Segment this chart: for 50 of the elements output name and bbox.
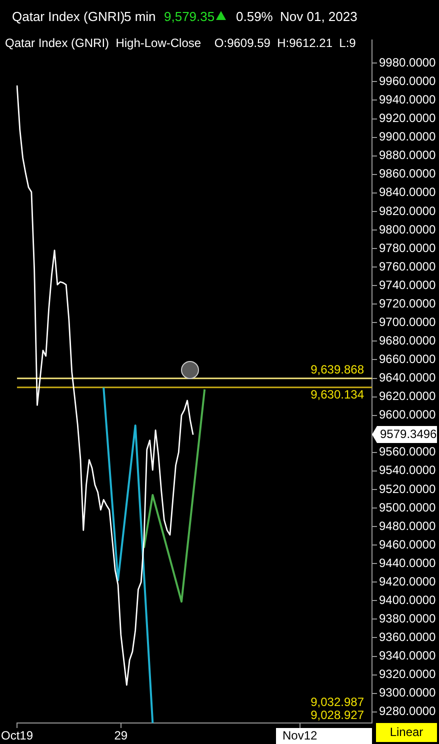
y-tick-label: 9440.0000 <box>379 556 436 570</box>
y-tick-label: 9380.0000 <box>379 612 436 626</box>
y-tick-label: 9880.0000 <box>379 148 436 162</box>
y-tick-label: 9520.0000 <box>379 482 436 496</box>
y-tick-label: 9400.0000 <box>379 592 436 607</box>
price-tag: 9579.3496 <box>372 426 437 443</box>
y-tick-label: 9800.0000 <box>379 222 436 236</box>
y-tick-label: 9900.0000 <box>379 130 436 144</box>
y-tick-label: 9480.0000 <box>379 518 436 533</box>
y-tick-label: 9860.0000 <box>379 166 436 181</box>
y-tick-label: 9300.0000 <box>379 686 436 700</box>
y-tick-label: 9620.0000 <box>379 389 436 404</box>
y-tick-label: 9920.0000 <box>379 111 436 126</box>
y-tick-label: 9780.0000 <box>379 240 436 255</box>
y-tick-label: 9840.0000 <box>379 185 436 200</box>
y-tick-label: 9700.0000 <box>379 314 436 329</box>
y-tick-label: 9660.0000 <box>379 352 436 366</box>
y-tick-label: 9680.0000 <box>379 334 436 348</box>
y-tick-label: 9500.0000 <box>379 500 436 514</box>
text: 5 min <box>124 9 156 24</box>
y-tick-label: 9280.0000 <box>379 704 436 718</box>
y-tick-label: 9420.0000 <box>379 574 436 588</box>
y-tick-label: 9600.0000 <box>379 408 436 422</box>
text: 0.59% <box>236 9 273 24</box>
y-tick-label: 9360.0000 <box>379 630 436 644</box>
x-tick-label: Nov12 <box>282 728 318 743</box>
y-tick-label: 9640.0000 <box>379 370 436 385</box>
y-tick-label: 9960.0000 <box>379 74 436 88</box>
text: 9,579.35 <box>164 9 215 24</box>
y-tick-label: 9320.0000 <box>379 667 436 682</box>
annotation: 9,028.927 <box>310 708 364 722</box>
y-tick-label: 9340.0000 <box>379 648 436 663</box>
y-tick-label: 9820.0000 <box>379 204 436 218</box>
x-tick-label: Oct19 <box>1 728 34 743</box>
annotation: 9,032.987 <box>310 695 364 709</box>
y-tick-label: 9560.0000 <box>379 444 436 459</box>
chart-subtitle: Qatar Index (GNRI) High-Low-Close O:9609.59 H:9612.21 L:9 <box>5 36 356 50</box>
y-tick-label: 9540.0000 <box>379 463 436 478</box>
x-tick-label: 29 <box>114 728 128 743</box>
y-tick-label: 9980.0000 <box>379 55 436 70</box>
scale-mode-button: Linear <box>376 723 437 742</box>
chart-title: Qatar Index (GNRI) <box>12 9 125 24</box>
y-tick-label: 9740.0000 <box>379 278 436 292</box>
text: Nov 01, 2023 <box>280 9 358 24</box>
ref-line-label: 9,630.134 <box>310 388 364 402</box>
y-tick-label: 9760.0000 <box>379 259 436 274</box>
ref-line-label: 9,639.868 <box>310 362 364 377</box>
y-tick-label: 9720.0000 <box>379 296 436 310</box>
y-tick-label: 9940.0000 <box>379 92 436 107</box>
y-tick-label: 9460.0000 <box>379 537 436 552</box>
